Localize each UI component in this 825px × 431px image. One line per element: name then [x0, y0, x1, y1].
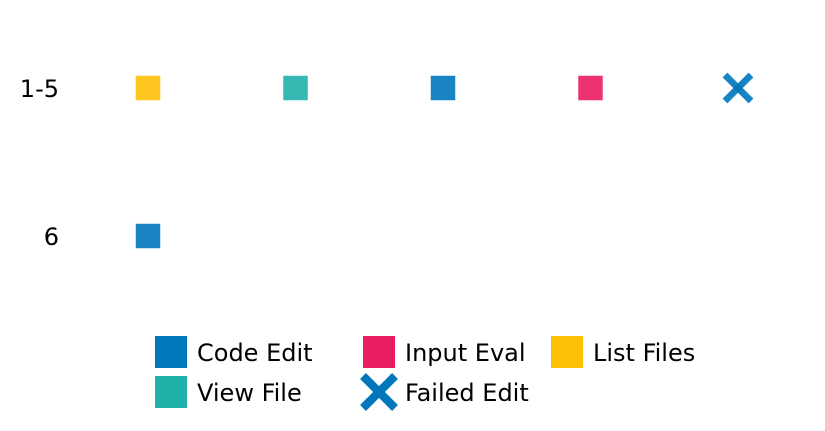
legend-marker-input-eval: [363, 336, 395, 368]
step-marker-1-5-2-view-file: [281, 74, 310, 102]
step-marker-1-5-3-code-edit: [429, 74, 457, 102]
row-labels: 1-5 6: [20, 75, 59, 251]
legend-marker-list-files: [551, 336, 583, 368]
step-marker-6-1-code-edit: [134, 222, 162, 250]
step-marker-1-5-1-list-files: [134, 74, 162, 102]
step-marker-1-5-5-failed-edit: [722, 72, 754, 104]
legend: Code Edit View File Input Eval Failed Edit L…: [155, 336, 695, 411]
row-label-1-5: 1-5: [20, 75, 59, 103]
legend-marker-code-edit: [155, 336, 187, 368]
legend-label-failed-edit: Failed Edit: [405, 379, 529, 407]
legend-label-code-edit: Code Edit: [197, 339, 313, 367]
step-marker-1-5-4-input-eval: [576, 74, 605, 102]
legend-marker-view-file: [155, 376, 187, 408]
legend-label-view-file: View File: [197, 379, 302, 407]
legend-marker-failed-edit: [360, 373, 398, 411]
step-markers: [134, 72, 754, 250]
row-label-6: 6: [44, 223, 59, 251]
legend-label-input-eval: Input Eval: [405, 339, 526, 367]
legend-label-list-files: List Files: [593, 339, 695, 367]
